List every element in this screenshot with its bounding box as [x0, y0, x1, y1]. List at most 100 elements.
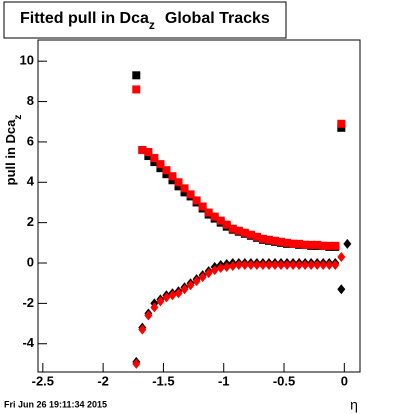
point [174, 288, 183, 299]
point [156, 164, 165, 173]
point [132, 71, 141, 80]
point [258, 260, 267, 271]
point [301, 240, 310, 249]
point [331, 260, 340, 271]
x-axis-label: η [350, 397, 358, 413]
point [319, 260, 328, 271]
point [216, 263, 225, 274]
point [307, 260, 316, 271]
point [186, 280, 195, 291]
point [174, 182, 183, 191]
title-box [3, 1, 287, 39]
point [264, 260, 273, 271]
x-tick-label: -1.5 [152, 373, 174, 388]
y-tick-label: 2 [27, 214, 34, 229]
point [258, 234, 267, 243]
point [301, 260, 310, 271]
y-tick-label: 6 [27, 133, 34, 148]
point [204, 208, 213, 217]
point [228, 224, 237, 233]
y-tick-label: 0 [27, 254, 34, 269]
y-axis-label: pull in Dcaz [3, 115, 23, 186]
point [180, 184, 189, 193]
point [204, 268, 213, 279]
point [337, 123, 346, 132]
point [289, 260, 298, 271]
point [150, 154, 159, 163]
point [295, 239, 304, 248]
point [246, 260, 255, 271]
x-tick-label: -1 [218, 373, 230, 388]
point [264, 235, 273, 244]
point [234, 226, 243, 235]
point [240, 260, 249, 271]
ylabel-sub: z [13, 115, 24, 120]
ylabel-text: pull in Dca [3, 119, 18, 186]
point [313, 240, 322, 249]
y-tick-label: -4 [22, 335, 34, 350]
point [138, 145, 147, 154]
title-sub: z [149, 18, 155, 32]
point [174, 178, 183, 187]
point [295, 260, 304, 271]
point [319, 241, 328, 250]
plot-frame [37, 39, 361, 373]
point [168, 172, 177, 181]
point [150, 158, 159, 167]
point [246, 230, 255, 239]
x-tick-label: -2 [97, 373, 109, 388]
point [270, 236, 279, 245]
point [289, 239, 298, 248]
point [192, 196, 201, 205]
point [325, 260, 334, 271]
point [192, 276, 201, 287]
y-tick-label: 8 [27, 93, 34, 108]
point [156, 160, 165, 169]
point [325, 241, 334, 250]
point [186, 190, 195, 199]
point [132, 85, 141, 94]
point [234, 260, 243, 271]
point [144, 310, 153, 321]
point [343, 238, 352, 249]
point [277, 260, 286, 271]
point [228, 261, 237, 272]
point [337, 284, 346, 295]
point [252, 260, 261, 271]
point [198, 272, 207, 283]
point [168, 290, 177, 301]
point [150, 302, 159, 313]
y-tick-label: 10 [20, 53, 34, 68]
point [180, 284, 189, 295]
point [283, 238, 292, 247]
point [240, 228, 249, 237]
point [277, 237, 286, 246]
y-tick-label: 4 [27, 174, 35, 189]
point [162, 170, 171, 179]
point [222, 262, 231, 273]
title-text: Global Tracks [165, 10, 270, 27]
point [132, 358, 141, 369]
point [198, 202, 207, 211]
y-tick-label: -2 [22, 295, 34, 310]
title-text: Fitted pull in Dca [20, 10, 149, 27]
point [252, 232, 261, 241]
x-tick-label: -0.5 [273, 373, 295, 388]
point [210, 212, 219, 221]
point [144, 148, 153, 157]
point [270, 260, 279, 271]
point [168, 176, 177, 185]
point [162, 292, 171, 303]
point [313, 260, 322, 271]
point [337, 119, 346, 128]
point [144, 152, 153, 161]
point [210, 265, 219, 276]
point [180, 188, 189, 197]
point [283, 260, 292, 271]
point [162, 166, 171, 175]
footer: Fri Jun 26 19:11:34 2015 [4, 399, 107, 409]
point [337, 251, 346, 262]
chart-title: Fitted pull in Dcaz Global Tracks [20, 10, 270, 32]
point [216, 216, 225, 225]
